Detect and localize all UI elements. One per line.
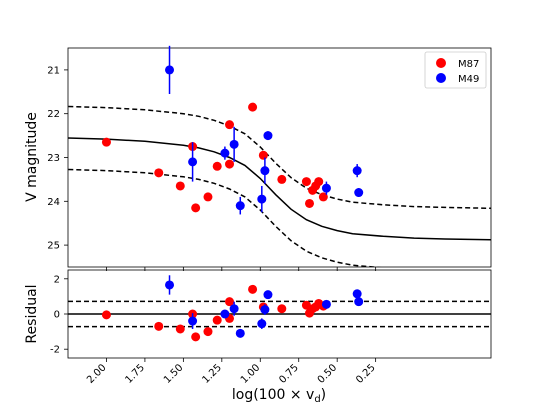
residual-x-ticks: 2.00 1.75 1.50 1.25 1.00 0.75 0.50 0.25 xyxy=(85,358,378,386)
legend-marker-m87 xyxy=(436,58,446,68)
main-point-m49 xyxy=(235,201,245,211)
residual-point-m49 xyxy=(352,289,362,299)
main-series-m49 xyxy=(165,45,364,215)
main-point-m87 xyxy=(225,120,235,130)
residual-point-m49 xyxy=(165,280,175,290)
residual-point-m87 xyxy=(101,310,111,320)
main-point-m87 xyxy=(154,168,164,178)
residual-x-tick-label: 0.75 xyxy=(277,362,301,386)
main-y-tick-label: 21 xyxy=(47,65,60,76)
main-point-m49 xyxy=(229,139,239,149)
residual-y-tick-label: -2 xyxy=(50,345,60,356)
x-axis-label: log(100 × vd) xyxy=(232,387,326,405)
residual-point-m49 xyxy=(188,316,198,326)
residual-point-m49 xyxy=(263,290,273,300)
main-point-m87 xyxy=(212,161,222,171)
main-point-m87 xyxy=(318,192,328,202)
main-point-m49 xyxy=(352,166,362,176)
residual-x-tick-label: 2.00 xyxy=(85,362,109,386)
main-point-m49 xyxy=(260,166,270,176)
residual-point-m87 xyxy=(191,332,201,342)
model-upper-bound xyxy=(68,105,491,210)
x-axis-label-main: log(100 × v xyxy=(232,387,314,403)
main-point-m87 xyxy=(248,102,258,112)
main-point-m87 xyxy=(301,177,311,187)
main-point-m49 xyxy=(321,183,331,193)
main-point-m49 xyxy=(165,65,175,75)
residual-y-ticks: -2 0 2 xyxy=(50,274,68,356)
residual-series-m87 xyxy=(101,284,328,342)
main-point-m87 xyxy=(101,137,111,147)
main-point-m49 xyxy=(354,188,364,198)
residual-point-m49 xyxy=(257,319,267,329)
main-y-axis-label: V magnitude xyxy=(24,112,40,202)
main-y-tick-label: 24 xyxy=(47,197,60,208)
main-y-tick-label: 23 xyxy=(47,153,60,164)
residual-series-m49 xyxy=(165,275,364,338)
main-plot-layer xyxy=(68,45,491,271)
residual-x-tick-label: 1.00 xyxy=(239,362,263,386)
legend-marker-m49 xyxy=(436,73,446,83)
main-y-ticks: 21 22 23 24 25 xyxy=(47,65,68,252)
residual-point-m49 xyxy=(235,328,245,338)
main-point-m87 xyxy=(191,203,201,213)
residual-point-m87 xyxy=(248,284,258,294)
main-point-m87 xyxy=(258,150,268,160)
main-point-m87 xyxy=(225,159,235,169)
residual-point-m49 xyxy=(321,299,331,309)
legend-label-m49: M49 xyxy=(458,74,479,85)
residual-point-m49 xyxy=(229,304,239,314)
main-point-m87 xyxy=(175,181,185,191)
main-point-m49 xyxy=(257,194,267,204)
residual-point-m49 xyxy=(220,309,230,319)
x-axis-label-close: ) xyxy=(321,387,326,403)
residual-y-axis-label: Residual xyxy=(24,284,40,343)
x-axis-label-subscript: d xyxy=(314,394,320,405)
main-point-m87 xyxy=(277,174,287,184)
legend: M87 M49 xyxy=(424,51,487,89)
residual-x-tick-label: 0.50 xyxy=(316,362,340,386)
main-point-m49 xyxy=(263,131,273,141)
residual-point-m49 xyxy=(354,297,364,307)
residual-plot-layer xyxy=(68,275,491,342)
residual-point-m87 xyxy=(154,321,164,331)
main-point-m49 xyxy=(220,148,230,158)
main-y-tick-label: 22 xyxy=(47,109,60,120)
residual-x-tick-label: 1.75 xyxy=(124,362,148,386)
main-point-m49 xyxy=(188,157,198,167)
residual-x-tick-label: 1.25 xyxy=(200,362,224,386)
main-point-m87 xyxy=(314,177,324,187)
main-y-tick-label: 25 xyxy=(47,241,60,252)
residual-point-m87 xyxy=(225,297,235,307)
residual-point-m87 xyxy=(212,315,222,325)
residual-y-tick-label: 2 xyxy=(54,274,60,285)
main-point-m87 xyxy=(304,198,314,208)
model-curves xyxy=(68,105,491,267)
residual-point-m87 xyxy=(175,324,185,334)
model-curve xyxy=(68,137,491,241)
residual-point-m49 xyxy=(260,305,270,315)
residual-x-tick-label: 1.50 xyxy=(162,362,186,386)
residual-x-tick-label: 0.25 xyxy=(354,362,378,386)
residual-point-m87 xyxy=(277,304,287,314)
main-series-m87 xyxy=(101,102,328,213)
legend-label-m87: M87 xyxy=(458,59,479,70)
main-point-m87 xyxy=(203,192,213,202)
model-lower-bound xyxy=(68,168,382,267)
residual-point-m87 xyxy=(203,327,213,337)
residual-y-tick-label: 0 xyxy=(54,310,60,321)
